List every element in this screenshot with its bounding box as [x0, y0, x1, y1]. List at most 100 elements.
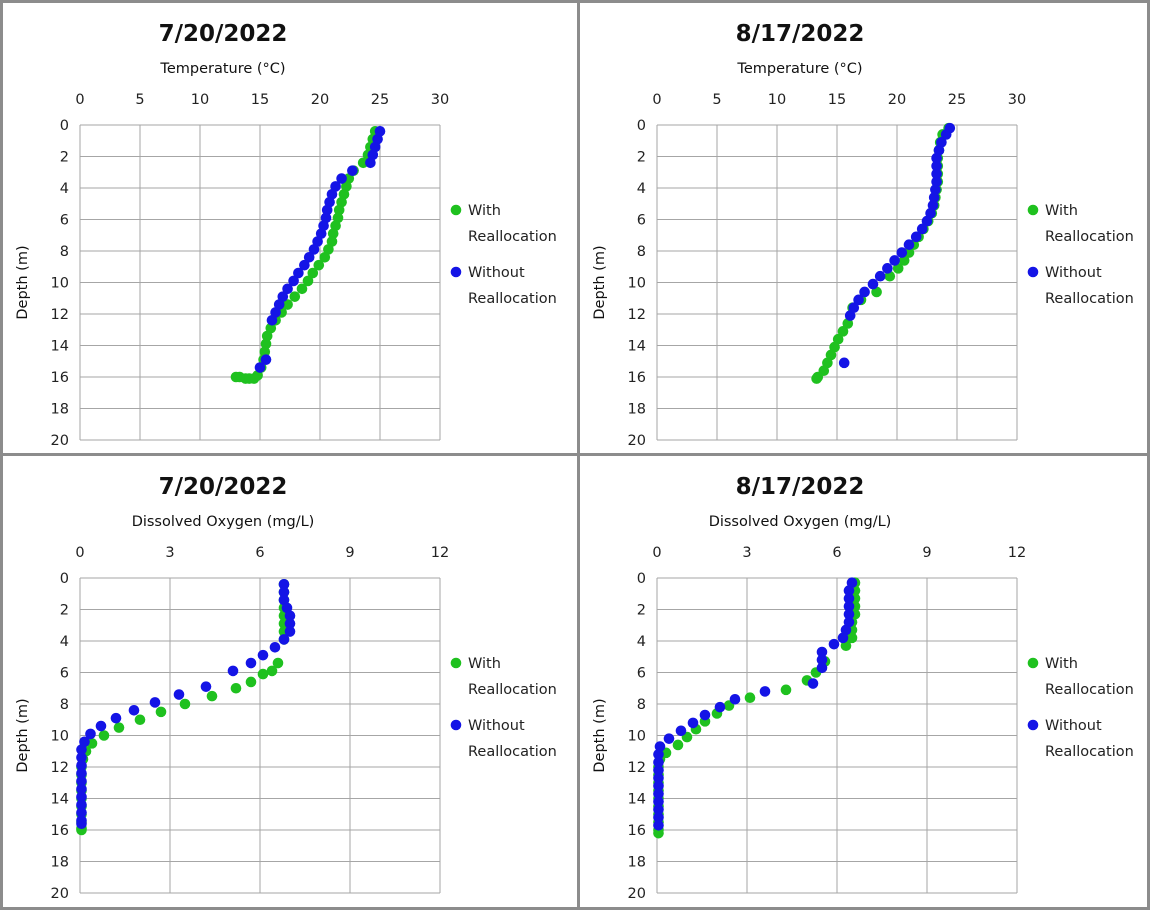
x-tick-label: 25 — [948, 92, 966, 108]
chart-title: 8/17/2022 — [736, 474, 865, 500]
data-point — [832, 333, 844, 345]
chart-panel-temp-0720: 7/20/2022 Temperature (°C) Depth (m) 0 5 10 15… — [3, 3, 577, 453]
data-point — [811, 373, 822, 384]
data-point — [200, 681, 212, 692]
data-point — [313, 259, 325, 271]
y-tick-label: 10 — [51, 276, 69, 292]
data-point — [365, 157, 376, 169]
data-point — [260, 354, 272, 365]
data-point — [653, 804, 664, 815]
x-tick-label: 12 — [1008, 545, 1026, 561]
x-tick-label: 12 — [431, 545, 449, 561]
plot-grid — [656, 124, 1018, 441]
data-point — [95, 720, 107, 732]
y-tick-label: 0 — [60, 118, 69, 134]
chart-title: 7/20/2022 — [159, 474, 288, 500]
data-point — [327, 228, 339, 239]
data-point — [266, 315, 278, 326]
data-point — [76, 760, 87, 771]
x-axis-label: Dissolved Oxygen (mg/L) — [132, 514, 315, 530]
frame-bottom — [0, 907, 1150, 910]
data-point — [326, 236, 338, 247]
x-tick-label: 30 — [1008, 92, 1026, 108]
data-point — [931, 168, 942, 180]
data-point — [916, 223, 928, 235]
data-point — [76, 775, 87, 787]
legend-marker — [450, 266, 462, 278]
y-axis-label: Depth (m) — [592, 245, 608, 319]
data-point — [759, 686, 771, 697]
data-point — [260, 338, 272, 350]
data-point — [278, 579, 290, 590]
y-tick-label: 12 — [51, 307, 69, 323]
x-axis-label: Temperature (°C) — [159, 61, 285, 77]
x-tick-label: 6 — [255, 545, 264, 561]
data-point — [828, 638, 840, 650]
chart-panel-do-0720: 7/20/2022 Dissolved Oxygen (mg/L) Depth (m… — [3, 456, 577, 907]
data-point — [269, 642, 281, 653]
data-point — [859, 286, 870, 298]
data-point — [266, 665, 278, 677]
legend-marker — [450, 657, 462, 669]
data-point — [843, 593, 855, 604]
x-tick-label: 10 — [191, 92, 209, 108]
legend-marker — [450, 204, 462, 216]
legend-marker — [1027, 266, 1039, 278]
data-point — [822, 357, 833, 369]
data-point — [257, 649, 269, 661]
y-tick-label: 10 — [628, 276, 646, 292]
data-point — [843, 601, 855, 612]
data-point — [807, 678, 819, 689]
y-tick-label: 14 — [628, 792, 646, 808]
data-point — [882, 263, 893, 274]
data-point — [653, 764, 664, 776]
data-point — [288, 275, 299, 287]
data-point — [844, 310, 856, 321]
legend-label: Without Reallocation — [468, 718, 557, 760]
y-tick-label: 6 — [60, 666, 69, 682]
series-without-reallocation — [653, 577, 858, 831]
data-point — [278, 586, 290, 598]
y-tick-label: 18 — [628, 855, 646, 871]
y-tick-label: 6 — [637, 666, 646, 682]
data-point — [654, 741, 666, 752]
x-tick-label: 3 — [742, 545, 751, 561]
data-point — [257, 668, 269, 680]
y-tick-label: 2 — [60, 150, 69, 166]
y-tick-label: 2 — [637, 150, 646, 166]
chart-title: 7/20/2022 — [159, 21, 288, 47]
data-point — [76, 744, 87, 755]
data-point — [230, 682, 242, 694]
series-with-reallocation — [653, 577, 861, 839]
data-point — [113, 722, 125, 733]
chart-panel-do-0817: 8/17/2022 Dissolved Oxygen (mg/L) Depth (m… — [580, 456, 1147, 907]
y-tick-label: 8 — [637, 244, 646, 260]
y-tick-label: 0 — [637, 118, 646, 134]
x-tick-label: 10 — [768, 92, 786, 108]
data-point — [179, 698, 191, 710]
data-point — [128, 705, 140, 716]
data-point — [347, 165, 358, 176]
legend-marker — [1027, 719, 1039, 731]
frame-top — [0, 0, 1150, 3]
legend-label: With Reallocation — [1045, 203, 1134, 245]
y-tick-label: 16 — [628, 823, 646, 839]
data-point — [843, 585, 855, 596]
x-tick-label: 20 — [888, 92, 906, 108]
y-tick-label: 10 — [51, 729, 69, 745]
chart-title: 8/17/2022 — [736, 21, 865, 47]
y-tick-label: 14 — [51, 792, 69, 808]
data-point — [729, 693, 741, 705]
data-point — [843, 608, 855, 620]
legend-marker — [450, 719, 462, 731]
data-point — [227, 665, 239, 677]
legend: With Reallocation Without Reallocation — [1027, 656, 1134, 760]
x-tick-label: 6 — [832, 545, 841, 561]
chart-panel-temp-0817: 8/17/2022 Temperature (°C) Depth (m) 0 5 10 15… — [580, 3, 1147, 453]
data-point — [940, 129, 952, 140]
data-point — [254, 362, 266, 373]
data-point — [653, 772, 664, 784]
legend: With Reallocation Without Reallocation — [450, 203, 557, 307]
data-point — [653, 749, 664, 760]
y-tick-label: 8 — [60, 244, 69, 260]
